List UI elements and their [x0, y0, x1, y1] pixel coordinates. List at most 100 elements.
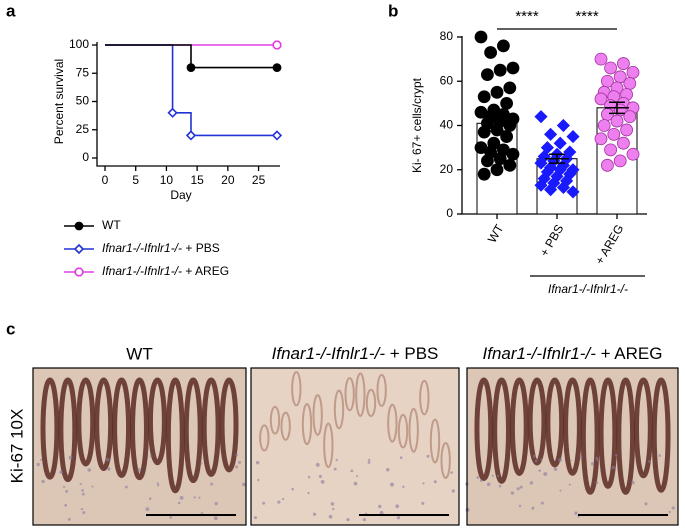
marker [477, 90, 491, 104]
marker [496, 39, 510, 53]
crypt [419, 379, 430, 416]
marker [493, 63, 507, 77]
cell [79, 482, 82, 486]
marker [503, 158, 517, 172]
marker [534, 156, 548, 170]
crypt [58, 377, 78, 483]
cell [568, 483, 571, 486]
cell [611, 465, 615, 470]
crypt [94, 377, 114, 472]
crypt [219, 377, 239, 473]
y-tick-label: 25 [76, 122, 90, 136]
marker [556, 118, 570, 133]
crypt [365, 388, 377, 418]
cell [433, 480, 437, 484]
cell [36, 462, 40, 467]
crypt [429, 418, 441, 464]
cell [137, 468, 141, 472]
marker [544, 127, 558, 141]
cell [87, 468, 91, 472]
marker [604, 143, 617, 157]
legend-label: WT [102, 218, 121, 232]
crypt [76, 377, 96, 467]
cell [148, 497, 152, 500]
marker [480, 154, 494, 168]
marker [480, 68, 494, 82]
cell [510, 491, 515, 495]
cell [39, 458, 42, 461]
marker [604, 61, 617, 75]
micrographs: WT Ifnar1-/-Ifnlr1-/- + PBS Ifnar1-/-Ifnlr… [32, 344, 679, 526]
y-tick-label: 0 [446, 206, 453, 220]
y-tick-label: 75 [76, 65, 90, 79]
crypt [492, 377, 511, 484]
cell [356, 475, 359, 478]
x-axis-title: Day [170, 188, 191, 202]
cell [328, 514, 333, 519]
marker [626, 147, 640, 161]
crypt [40, 377, 60, 480]
marker [617, 57, 630, 70]
panel-letter: a [6, 1, 16, 20]
marker [503, 119, 517, 132]
cell [320, 479, 325, 484]
crypt [527, 377, 547, 466]
marker [503, 81, 517, 95]
micrograph [33, 368, 246, 525]
x-tick-label: 5 [132, 173, 139, 187]
cell [671, 506, 675, 510]
marker [601, 158, 614, 172]
bar-chart: 0 20 40 60 80 Ki- 67+ cells/crypt WT + PBS + ARE… [410, 8, 647, 296]
crypt [201, 377, 221, 477]
crypt [269, 405, 281, 435]
marker [74, 221, 84, 231]
marker [566, 129, 580, 144]
cell [346, 518, 350, 522]
cell [534, 459, 538, 463]
cell [67, 517, 71, 521]
cell [59, 470, 63, 474]
cell [596, 459, 599, 462]
cell [595, 481, 599, 485]
cell [595, 456, 599, 461]
crypt [545, 377, 565, 468]
crypt [580, 377, 600, 495]
crypt [376, 373, 387, 407]
x-tick-label: 10 [160, 173, 174, 187]
error-bar [485, 114, 509, 132]
cell [235, 465, 238, 469]
marker [544, 183, 558, 197]
micrograph [251, 368, 459, 525]
crypt [259, 424, 270, 452]
marker [607, 127, 621, 141]
marker [566, 185, 580, 199]
cell [105, 457, 110, 462]
cell [390, 482, 394, 487]
marker [534, 110, 548, 124]
cell [395, 504, 400, 509]
cell [558, 458, 562, 462]
crypt [147, 377, 167, 466]
cell [291, 487, 294, 491]
cell [213, 516, 218, 521]
crypt [563, 377, 582, 476]
cell [169, 516, 173, 519]
survival-line [105, 44, 277, 69]
marker [484, 46, 498, 59]
marker [506, 61, 520, 75]
x-tick-label: 25 [252, 173, 266, 187]
cell [332, 507, 335, 511]
marker [623, 77, 637, 90]
cell [519, 485, 523, 489]
image-border [32, 367, 247, 526]
significance-label: **** [575, 8, 599, 25]
micrograph [467, 368, 678, 525]
marker [272, 40, 282, 50]
marker [272, 63, 282, 72]
cell [350, 469, 354, 473]
x-tick-label: + PBS [537, 222, 566, 259]
cell [318, 474, 322, 479]
marker [490, 85, 504, 99]
cell [540, 501, 544, 505]
